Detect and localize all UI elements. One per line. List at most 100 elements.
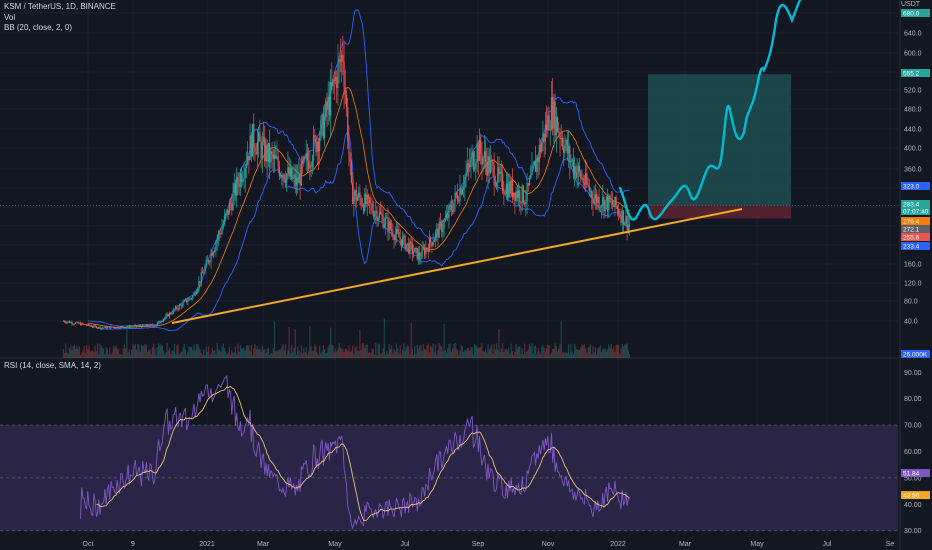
candle-body — [455, 192, 457, 195]
volume-bar — [145, 345, 147, 358]
candle-body — [484, 151, 487, 162]
candle-body — [64, 321, 66, 323]
candle-body — [164, 317, 166, 319]
candle-body — [503, 190, 505, 194]
candle-body — [82, 323, 84, 325]
bb-lower-band — [87, 131, 630, 332]
volume-bar — [112, 345, 115, 358]
volume-bar — [480, 346, 482, 358]
candle-body — [589, 191, 592, 192]
candle-body — [397, 228, 399, 233]
candle-body — [199, 281, 201, 283]
volume-bar — [215, 354, 217, 358]
time-tick-label: May — [750, 541, 764, 548]
price-tick-label: 40.0 — [904, 319, 918, 326]
candle-body — [96, 327, 99, 329]
volume-bar — [616, 344, 618, 358]
time-axis[interactable]: Oct 9 2021 Mar May Jul Sep Nov 2022 Mar May Jul Se — [83, 541, 895, 548]
volume-bar — [476, 346, 478, 358]
rsi-tick-label: 80.00 — [904, 396, 922, 403]
projection-layer[interactable] — [618, 0, 802, 221]
volume-bar — [588, 346, 590, 358]
candle-body — [333, 79, 335, 81]
volume-bar — [522, 354, 525, 358]
candle-body — [544, 124, 546, 142]
candle-body — [417, 252, 420, 260]
candle-body — [112, 327, 115, 329]
symbol-title[interactable]: KSM / TetherUS, 1D, BINANCE — [4, 2, 116, 11]
volume-bar — [221, 346, 223, 358]
currency-label: USDT — [900, 1, 920, 8]
volume-bar — [483, 351, 485, 358]
position-zones[interactable] — [0, 74, 898, 219]
candle-body — [539, 145, 542, 153]
volume-bar — [553, 348, 555, 358]
candle-body — [475, 162, 477, 168]
candle-body — [527, 183, 529, 186]
projected-price-path — [618, 0, 802, 221]
volume-bar — [434, 344, 437, 358]
candle-body — [310, 165, 312, 167]
candle-body — [428, 237, 431, 252]
bb-label[interactable]: BB (20, close, 2, 0) — [4, 23, 73, 32]
volume-bar — [403, 343, 405, 358]
candle-body — [328, 96, 331, 116]
candle-body — [166, 314, 168, 316]
volume-bar — [463, 351, 465, 358]
rsi-sma-line — [96, 385, 630, 521]
candle-body — [476, 143, 478, 163]
volume-bar — [596, 354, 598, 358]
volume-bar — [162, 350, 165, 358]
candle-body — [356, 197, 359, 201]
volume-bar — [212, 350, 215, 358]
volume-bars — [62, 318, 631, 358]
price-tag — [901, 200, 930, 208]
candle-body — [256, 141, 259, 155]
candle-body — [212, 252, 215, 256]
target-zone — [648, 74, 791, 206]
volume-bar — [288, 326, 290, 358]
candle-body — [121, 326, 123, 328]
candle-body — [480, 139, 482, 155]
candle-body — [106, 327, 108, 329]
candle-body — [563, 146, 565, 154]
volume-bar — [300, 345, 302, 358]
volume-label[interactable]: Vol — [4, 13, 16, 22]
candle-body — [350, 162, 352, 183]
volume-bar — [370, 353, 372, 358]
candle-body — [378, 211, 381, 218]
candle-body — [598, 197, 600, 208]
volume-bar — [247, 345, 249, 358]
candle-body — [364, 193, 366, 212]
candle-body — [506, 183, 509, 198]
candle-body — [325, 101, 327, 117]
candle-body — [392, 230, 394, 237]
candle-body — [351, 182, 354, 204]
volume-bar — [569, 353, 571, 358]
candle-body — [444, 218, 446, 221]
candle-body — [369, 197, 371, 203]
candle-body — [447, 213, 449, 218]
volume-bar — [334, 348, 337, 358]
volume-bar — [173, 343, 176, 358]
volume-bar — [380, 354, 382, 358]
volume-bar — [349, 352, 351, 358]
candle-body — [128, 325, 130, 328]
candle-body — [416, 248, 418, 260]
rsi-label[interactable]: RSI (14, close, SMA, 14, 2) — [4, 361, 101, 370]
candle-body — [220, 233, 222, 235]
candle-body — [620, 215, 622, 223]
volume-bar — [218, 350, 221, 358]
volume-bar — [317, 354, 320, 358]
trendline-layer[interactable] — [171, 208, 743, 324]
candle-body — [453, 202, 455, 212]
candle-body — [391, 228, 393, 231]
candle-body — [395, 228, 398, 235]
candle-body — [289, 167, 291, 177]
volume-bar — [358, 350, 360, 358]
rsi-tag-label: 43.50 — [903, 493, 920, 500]
candle-body — [304, 156, 306, 158]
price-axis[interactable]: 40.0 80.0 120.0 160.0 360.0 400.0 440.0 480.0 52… — [899, 0, 922, 550]
volume-bar — [262, 350, 265, 358]
